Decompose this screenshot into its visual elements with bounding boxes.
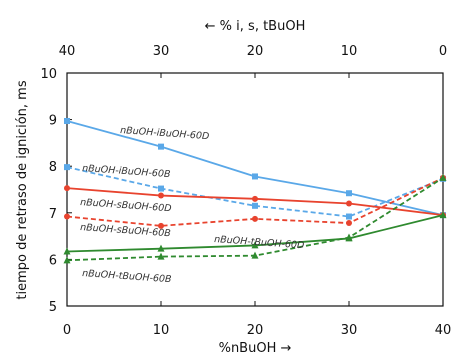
y-tick-label: 5 [49, 300, 57, 315]
top-x-axis-title: ← % i, s, tBuOH [205, 19, 306, 34]
data-point [346, 190, 352, 197]
data-point [63, 247, 71, 255]
data-point [251, 241, 259, 249]
data-point [251, 251, 259, 259]
x-tick-label: 40 [435, 323, 452, 338]
y-tick-label: 7 [49, 207, 57, 222]
data-point [439, 211, 447, 219]
data-point [158, 143, 164, 150]
data-point [345, 233, 353, 241]
top-x-tick-label: 40 [59, 44, 76, 59]
series-line-2 [66, 166, 444, 218]
x-axis-title: %nBuOH → [219, 341, 292, 356]
series-label: nBuOH-iBuOH-60B [82, 163, 171, 180]
x-tick-label: 30 [341, 323, 358, 338]
y-tick-label: 9 [49, 114, 57, 129]
top-x-tick-label: 10 [341, 44, 358, 59]
data-point [64, 117, 70, 124]
x-tick-label: 20 [247, 323, 264, 338]
x-tick-label: 10 [153, 323, 170, 338]
data-point [252, 202, 258, 209]
x-tick-label: 0 [63, 323, 71, 338]
y-tick-label: 6 [49, 253, 57, 268]
y-axis-title: tiempo de retraso de ignición, ms [15, 80, 30, 299]
series-label: nBuOH-tBuOH-60D [214, 234, 305, 251]
data-point [157, 244, 165, 252]
top-x-tick-label: 30 [153, 44, 170, 59]
data-point [64, 213, 70, 220]
data-point [252, 215, 258, 222]
top-x-tick-label: 0 [439, 44, 447, 59]
data-point [64, 164, 70, 171]
data-point [439, 173, 447, 181]
data-point [158, 222, 164, 229]
data-point [252, 173, 258, 180]
data-point [252, 195, 258, 202]
data-point [158, 185, 164, 192]
series-label: nBuOH-tBuOH-60B [82, 268, 172, 285]
y-tick-label: 10 [40, 67, 57, 82]
top-x-tick-label: 20 [247, 44, 264, 59]
data-point [158, 192, 164, 199]
y-tick-label: 8 [49, 160, 57, 175]
data-point [64, 185, 70, 192]
data-point [346, 200, 352, 207]
series-label: nBuOH-sBuOH-60D [80, 197, 172, 214]
data-point [157, 252, 165, 260]
data-point [346, 220, 352, 227]
data-point [346, 213, 352, 220]
data-point [63, 256, 71, 264]
